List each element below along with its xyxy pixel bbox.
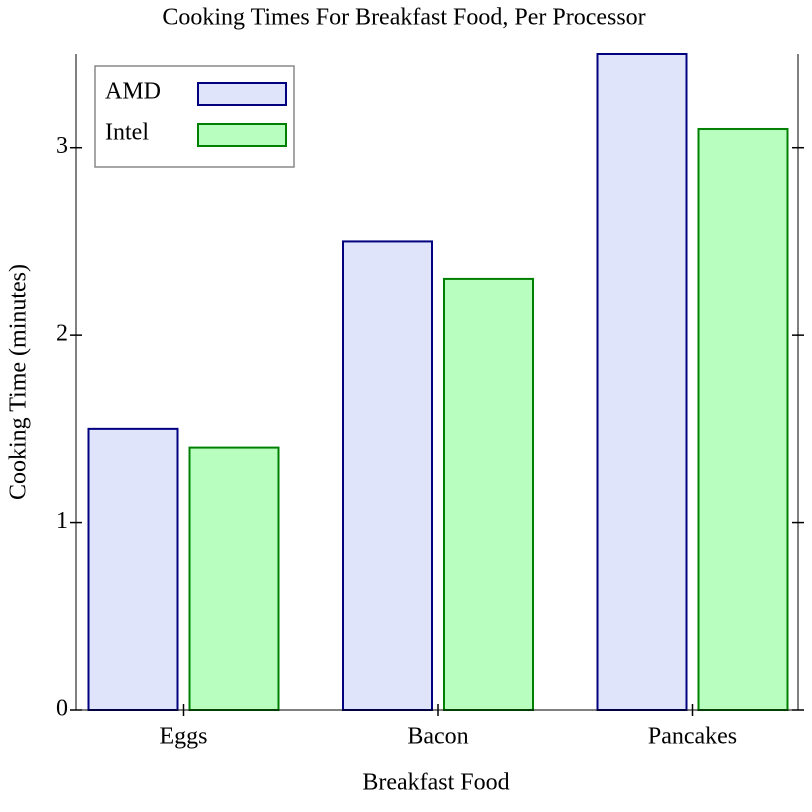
bar bbox=[342, 240, 433, 712]
x-tick-label: Bacon bbox=[407, 724, 468, 750]
x-tick-label: Eggs bbox=[160, 724, 208, 750]
y-tick-label: 2 bbox=[56, 321, 68, 347]
chart-title: Cooking Times For Breakfast Food, Per Pr… bbox=[162, 5, 645, 31]
bar bbox=[87, 427, 179, 711]
bar bbox=[443, 277, 534, 711]
y-axis-label: Cooking Time (minutes) bbox=[6, 264, 32, 500]
y-tick-label: 1 bbox=[56, 508, 68, 534]
legend-label: Intel bbox=[105, 120, 149, 146]
legend-label: AMD bbox=[105, 79, 161, 105]
bar bbox=[697, 127, 789, 711]
x-tick-label: Pancakes bbox=[648, 724, 737, 750]
y-tick-label: 3 bbox=[56, 133, 68, 159]
bar bbox=[596, 53, 688, 711]
bar bbox=[188, 446, 280, 711]
legend-swatch bbox=[197, 123, 287, 147]
y-tick-label: 0 bbox=[56, 696, 68, 722]
legend-swatch bbox=[197, 82, 287, 106]
x-axis-label: Breakfast Food bbox=[362, 770, 509, 796]
